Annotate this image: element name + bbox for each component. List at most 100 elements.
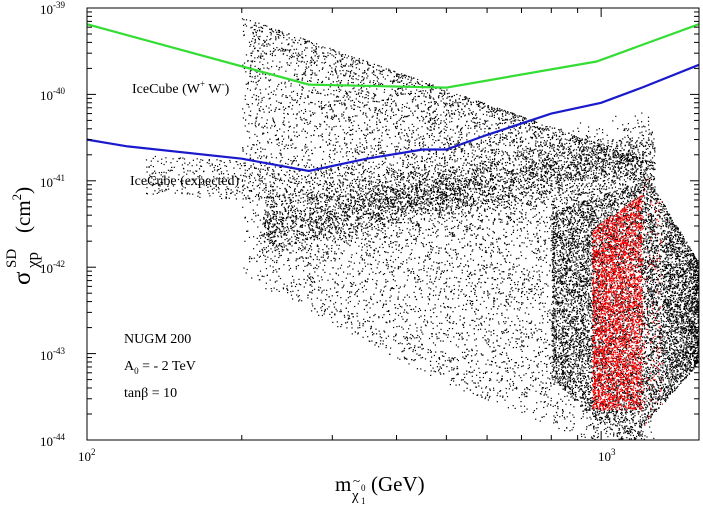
scatter-point — [326, 253, 328, 255]
scatter-point — [366, 146, 368, 148]
scatter-point — [262, 252, 264, 254]
scatter-point — [334, 287, 336, 289]
scatter-point — [419, 203, 421, 205]
scatter-point — [254, 88, 256, 90]
scatter-point — [629, 382, 631, 385]
scatter-point — [345, 277, 347, 279]
scatter-point — [379, 179, 381, 181]
scatter-point — [343, 214, 345, 216]
scatter-point — [520, 336, 522, 338]
scatter-point — [645, 167, 647, 169]
scatter-point — [547, 321, 549, 323]
scatter-point — [402, 77, 404, 79]
scatter-point — [607, 405, 609, 407]
scatter-point — [592, 422, 594, 425]
scatter-point — [526, 230, 528, 232]
scatter-point — [521, 303, 523, 306]
scatter-point — [556, 402, 558, 404]
scatter-point — [299, 84, 301, 86]
scatter-point — [306, 47, 308, 49]
scatter-point — [496, 184, 498, 186]
scatter-point — [455, 206, 457, 208]
scatter-point — [574, 323, 576, 325]
scatter-point — [356, 290, 359, 292]
scatter-point — [413, 359, 415, 362]
scatter-point — [302, 193, 304, 195]
scatter-point — [518, 264, 520, 266]
scatter-point — [407, 218, 409, 220]
scatter-point — [317, 57, 319, 59]
scatter-point — [248, 236, 251, 238]
scatter-point — [308, 263, 310, 265]
scatter-point — [585, 428, 588, 430]
scatter-point — [632, 240, 634, 242]
scatter-point — [617, 256, 619, 258]
scatter-point — [429, 158, 431, 160]
scatter-point — [587, 280, 589, 282]
scatter-point — [619, 257, 621, 259]
scatter-point — [543, 250, 545, 252]
scatter-point — [495, 152, 497, 154]
scatter-point — [364, 97, 366, 99]
scatter-point — [616, 223, 618, 225]
scatter-point — [576, 238, 578, 240]
scatter-point — [568, 238, 570, 240]
scatter-point — [253, 24, 255, 26]
scatter-point — [304, 145, 306, 147]
scatter-point — [322, 260, 324, 262]
scatter-point — [390, 217, 392, 219]
scatter-point — [415, 129, 418, 131]
scatter-point — [309, 253, 312, 255]
scatter-point — [445, 102, 447, 104]
scatter-point — [598, 217, 600, 219]
scatter-point — [508, 273, 510, 275]
scatter-point — [332, 74, 334, 76]
scatter-point — [515, 287, 517, 290]
scatter-point — [267, 213, 269, 215]
scatter-point — [385, 347, 387, 349]
scatter-point — [546, 339, 548, 341]
scatter-point — [494, 185, 496, 187]
scatter-point — [474, 269, 476, 272]
scatter-point — [260, 231, 262, 233]
scatter-point — [264, 24, 266, 27]
scatter-point — [425, 96, 427, 98]
scatter-point — [639, 172, 641, 174]
scatter-point — [351, 99, 354, 102]
scatter-point — [471, 319, 473, 321]
scatter-point — [282, 33, 284, 35]
scatter-point — [391, 271, 393, 273]
scatter-point — [503, 201, 505, 203]
scatter-point — [438, 370, 440, 372]
scatter-point — [525, 328, 527, 330]
scatter-point — [647, 183, 649, 185]
scatter-point — [387, 335, 390, 337]
scatter-point — [611, 386, 613, 388]
scatter-point — [279, 149, 282, 151]
scatter-point — [348, 239, 350, 242]
scatter-point — [479, 225, 481, 227]
scatter-point — [584, 249, 586, 251]
scatter-point — [398, 119, 400, 121]
scatter-point — [285, 86, 287, 88]
scatter-point — [527, 204, 529, 206]
scatter-point — [540, 288, 542, 291]
scatter-point — [586, 386, 588, 388]
scatter-point — [299, 54, 301, 57]
scatter-point — [592, 369, 594, 371]
scatter-point — [490, 308, 492, 310]
scatter-point — [323, 289, 325, 291]
scatter-point — [365, 96, 367, 99]
scatter-point — [450, 340, 452, 343]
scatter-point — [260, 77, 262, 79]
scatter-point — [376, 69, 378, 71]
scatter-point — [648, 277, 651, 279]
scatter-point — [281, 250, 283, 252]
scatter-point — [542, 259, 544, 261]
scatter-point — [415, 156, 417, 158]
scatter-point — [452, 359, 455, 361]
scatter-point — [516, 173, 518, 175]
scatter-point — [504, 361, 506, 363]
scatter-point — [429, 281, 431, 283]
scatter-point — [507, 215, 509, 217]
